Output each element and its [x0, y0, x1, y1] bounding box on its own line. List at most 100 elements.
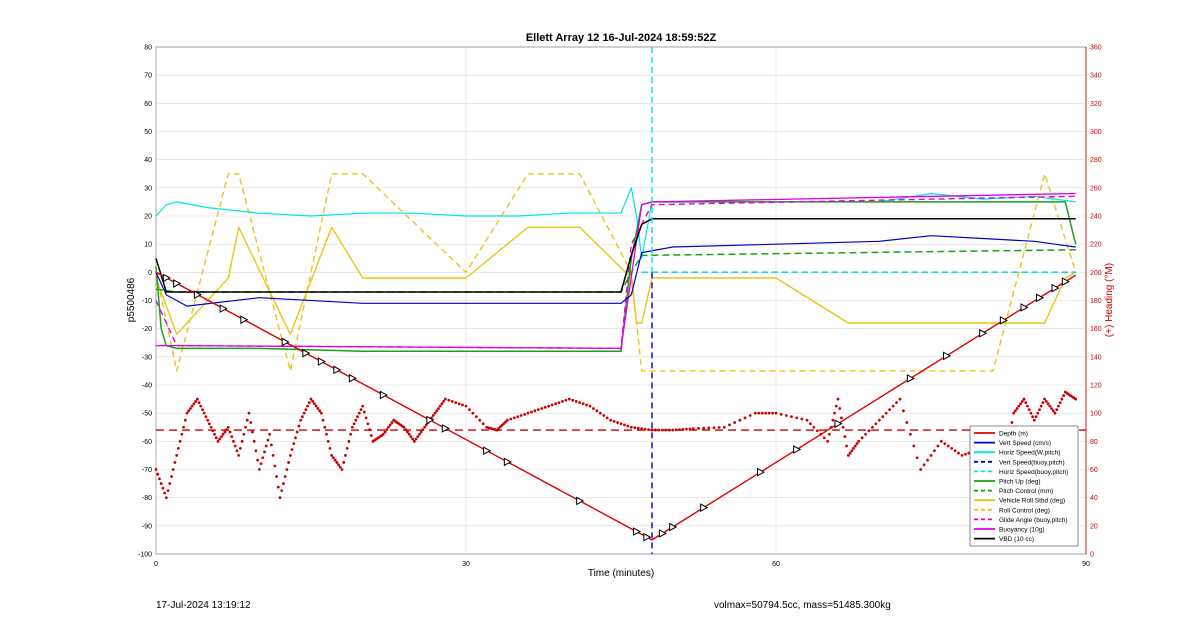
heading-point	[915, 456, 919, 460]
y-axis-label-right: (+) Heading (°M)	[1104, 263, 1115, 337]
heading-point	[220, 435, 223, 439]
heading-point	[1029, 411, 1033, 415]
heading-point	[263, 450, 266, 454]
heading-point	[712, 426, 716, 430]
y-tick-label-left: 20	[144, 214, 152, 221]
heading-point	[848, 451, 852, 455]
heading-point	[381, 432, 385, 436]
heading-point	[216, 439, 220, 443]
heading-point	[850, 449, 854, 453]
depth-marker	[379, 390, 388, 400]
heading-point	[592, 407, 595, 410]
heading-point	[1046, 402, 1050, 406]
heading-point	[943, 442, 947, 446]
heading-point	[647, 428, 650, 431]
heading-point	[362, 410, 366, 414]
heading-point	[292, 442, 296, 446]
heading-point	[891, 404, 895, 408]
depth-marker	[979, 328, 988, 338]
heading-point	[846, 454, 850, 457]
depth-marker	[943, 351, 952, 361]
heading-point	[235, 449, 239, 453]
y-tick-label-right: 280	[1090, 157, 1102, 164]
depth-marker	[906, 374, 915, 383]
heading-point	[297, 424, 301, 428]
heading-point	[474, 415, 478, 419]
heading-point	[822, 436, 826, 440]
heading-point	[1036, 411, 1040, 415]
heading-point	[461, 403, 464, 407]
heading-point	[571, 398, 575, 402]
heading-point	[331, 456, 335, 460]
chart-title: Ellett Array 12 16-Jul-2024 18:59:52Z	[526, 32, 717, 44]
heading-point	[443, 397, 447, 401]
series-line-vert	[155, 235, 1076, 307]
heading-point	[230, 435, 234, 439]
heading-point	[471, 411, 475, 415]
depth-marker	[834, 419, 843, 429]
heading-point	[784, 414, 788, 417]
heading-point	[330, 454, 334, 457]
heading-point	[304, 408, 308, 412]
heading-point	[764, 411, 768, 415]
y-tick-label-left: 80	[144, 45, 152, 52]
heading-point	[953, 449, 957, 453]
heading-point	[633, 426, 637, 430]
heading-point	[800, 417, 804, 421]
depth-marker	[302, 348, 311, 358]
heading-point	[325, 432, 328, 436]
y-tick-label-left: 30	[144, 185, 152, 192]
legend-label: Vert Speed (cm/s)	[999, 440, 1051, 447]
heading-point	[271, 454, 275, 457]
heading-point	[240, 439, 244, 443]
depth-marker	[793, 445, 802, 454]
depth-marker	[483, 446, 492, 456]
heading-point	[685, 427, 688, 431]
y-tick-label-right: 140	[1090, 354, 1102, 361]
heading-point	[423, 425, 427, 429]
heading-point	[805, 418, 809, 422]
depth-marker	[1036, 293, 1045, 303]
heading-point	[790, 415, 793, 419]
heading-point	[877, 418, 881, 422]
heading-point	[574, 400, 578, 403]
heading-point	[523, 412, 526, 416]
heading-point	[902, 409, 905, 413]
heading-point	[795, 416, 799, 420]
heading-point	[1048, 404, 1052, 408]
heading-point	[919, 468, 923, 471]
heading-point	[509, 417, 513, 421]
heading-point	[838, 407, 842, 410]
heading-point	[345, 446, 349, 450]
heading-point	[908, 432, 912, 436]
depth-marker	[426, 415, 435, 425]
heading-point	[757, 411, 761, 415]
x-axis-label: Time (minutes)	[588, 568, 654, 579]
heading-point	[667, 428, 671, 432]
legend-label: Horiz Speed(W,pitch)	[999, 450, 1060, 457]
series-line-glide	[155, 195, 1076, 350]
heading-point	[168, 482, 172, 485]
heading-point	[326, 439, 330, 443]
heading-point	[636, 426, 640, 430]
heading-point	[643, 427, 647, 431]
heading-point	[771, 411, 774, 415]
y-tick-label-left: -70	[142, 467, 152, 474]
heading-point	[387, 425, 390, 429]
y-tick-label-left: -30	[142, 354, 152, 361]
heading-point	[457, 402, 461, 406]
heading-point	[760, 411, 764, 415]
heading-point	[654, 428, 657, 432]
heading-point	[318, 409, 322, 413]
heading-point	[929, 454, 933, 457]
heading-point	[261, 456, 265, 460]
heading-point	[164, 496, 168, 500]
heading-point	[543, 405, 547, 409]
heading-point	[285, 468, 289, 471]
heading-point	[812, 425, 816, 429]
heading-point	[421, 428, 425, 431]
heading-point	[337, 463, 340, 467]
axes-layer: 0 30 60 90-100-90-80-70-60-50-40-30-20-1001…	[138, 45, 1102, 569]
y-tick-label-left: 10	[144, 242, 152, 249]
heading-point	[447, 398, 451, 402]
